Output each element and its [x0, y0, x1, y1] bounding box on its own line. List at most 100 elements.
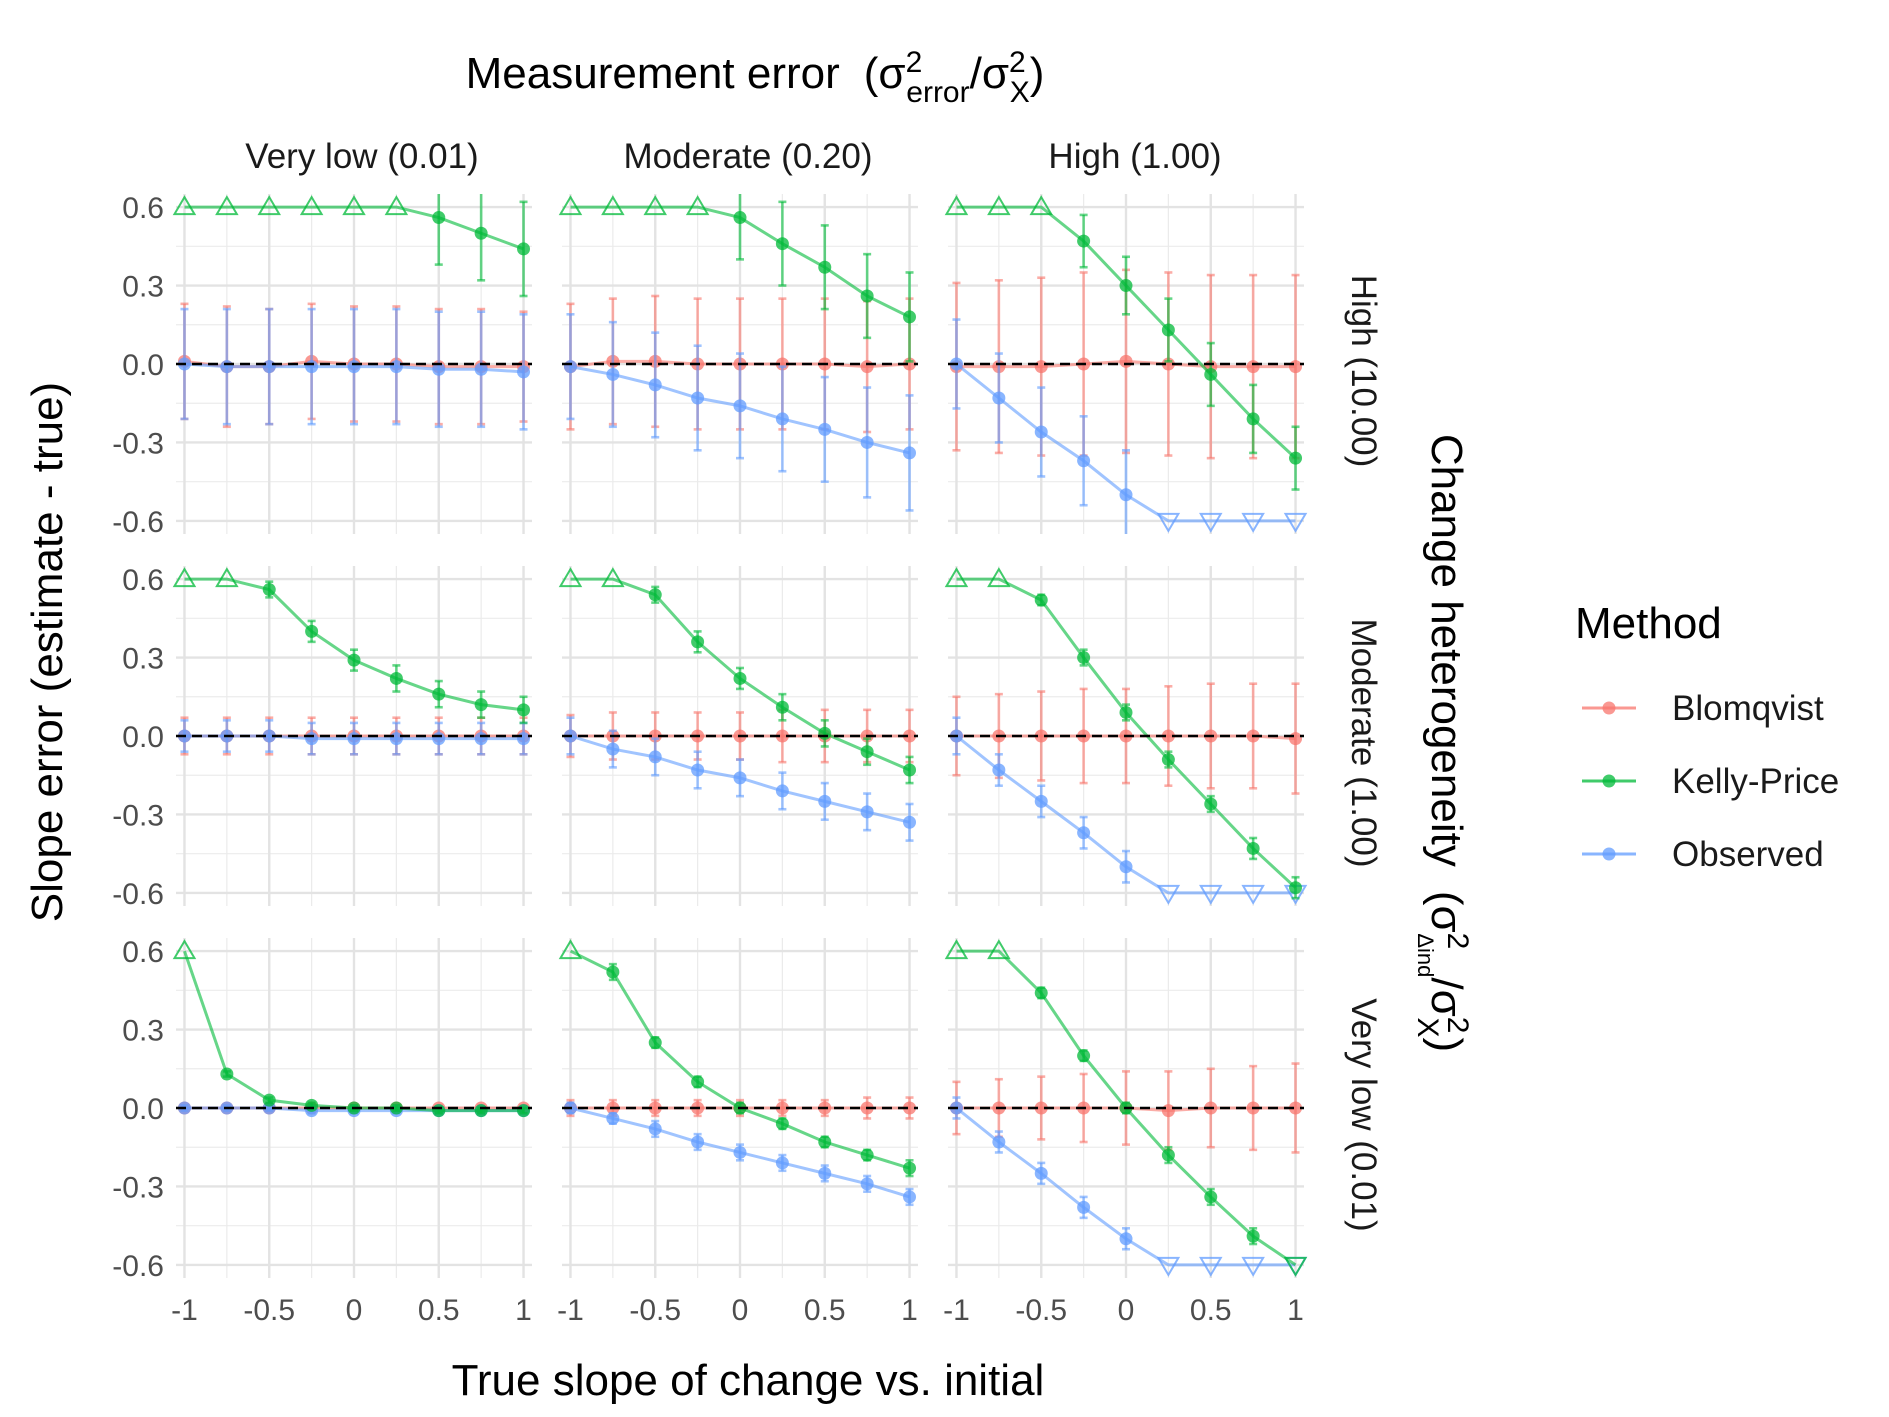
data-point [818, 1135, 832, 1149]
y-tick-label: 0.3 [122, 643, 164, 676]
clipped-point-marker [1199, 512, 1223, 533]
data-point [648, 1101, 662, 1115]
clipped-point-marker [1283, 1256, 1308, 1277]
x-tick-label: 0 [346, 1294, 363, 1327]
legend-item-kelly-price: Kelly-Price [1582, 762, 1839, 801]
y-tick-label: -0.6 [112, 506, 164, 539]
y-tick-label: 0.0 [122, 349, 164, 382]
data-point [818, 260, 832, 274]
series-kelly-price [172, 194, 531, 298]
y-tick-label: -0.6 [112, 878, 164, 911]
data-point [860, 289, 874, 303]
data-point [606, 367, 620, 381]
row-label-high: High (10.00) [1344, 275, 1383, 468]
legend-label-observed: Observed [1672, 835, 1824, 874]
x-tick-label: -0.5 [629, 1294, 681, 1327]
clipped-point-marker [558, 567, 583, 588]
data-point [305, 1098, 319, 1112]
clipped-point-marker [944, 567, 969, 588]
series-line [184, 205, 525, 251]
clipped-point-marker [685, 195, 710, 216]
y-tick-label: 0.3 [122, 271, 164, 304]
y-tick-label: -0.6 [112, 1250, 164, 1283]
clipped-point-marker [172, 567, 197, 588]
x-axis-label: True slope of change vs. initial [452, 1356, 1045, 1405]
x-tick-label: -0.5 [1015, 1294, 1067, 1327]
data-point [517, 242, 531, 256]
panel-2-3 [944, 566, 1308, 906]
data-point [432, 211, 446, 225]
data-point [860, 805, 874, 819]
row-strip-labels: High (10.00) Moderate (1.00) Very low (0… [1344, 275, 1383, 1232]
x-tick-label: 0.5 [418, 1294, 460, 1327]
data-point [432, 1104, 446, 1118]
series-kelly-price [558, 567, 917, 785]
data-point [691, 391, 705, 405]
clipped-point-marker [384, 195, 409, 216]
x-tick-label: -1 [943, 1294, 970, 1327]
series-observed [563, 313, 917, 512]
data-point [1204, 797, 1218, 811]
data-point [1289, 881, 1303, 895]
clipped-point-marker [944, 195, 969, 216]
data-point [1034, 1166, 1048, 1180]
row-label-very-low: Very low (0.01) [1344, 998, 1383, 1231]
y-tick-label: -0.3 [112, 1171, 164, 1204]
data-point [389, 732, 403, 746]
data-point [606, 965, 620, 979]
legend-point-observed [1602, 847, 1616, 861]
data-point [305, 360, 319, 374]
data-point [1246, 841, 1260, 855]
data-point [1034, 360, 1048, 374]
y-tick-label: 0.0 [122, 1093, 164, 1126]
data-point [1077, 454, 1091, 468]
clipped-point-marker [601, 195, 625, 216]
data-point [474, 362, 488, 376]
y-axis-label: Slope error (estimate - true) [23, 382, 72, 922]
clipped-point-marker [172, 195, 197, 216]
data-point [1161, 323, 1175, 337]
data-point [903, 1101, 917, 1115]
legend-item-blomqvist: Blomqvist [1582, 689, 1824, 728]
series-kelly-price [944, 939, 1308, 1277]
data-point [389, 1101, 403, 1115]
data-point [1289, 360, 1303, 374]
data-point [903, 1190, 917, 1204]
right-title-text: Change heterogeneity [1422, 434, 1471, 867]
panel-3-2: -1 -0.5 0 0.5 1 [557, 938, 918, 1327]
clipped-point-marker [987, 567, 1011, 588]
row-label-moderate: Moderate (1.00) [1344, 618, 1383, 867]
legend-label-blomqvist: Blomqvist [1672, 689, 1824, 728]
data-point [691, 763, 705, 777]
data-point [733, 671, 747, 685]
data-point [860, 360, 874, 374]
data-point [1034, 729, 1048, 743]
x-tick-label: 1 [1287, 1294, 1304, 1327]
data-point [1119, 279, 1133, 293]
series-kelly-price [944, 195, 1303, 491]
panel-1-2 [558, 194, 918, 534]
data-point [1289, 1101, 1303, 1115]
data-point [305, 624, 319, 638]
data-point [733, 211, 747, 225]
x-tick-label: -1 [171, 1294, 198, 1327]
data-point [517, 732, 531, 746]
data-point [775, 237, 789, 251]
data-point [818, 726, 832, 740]
data-point [1161, 1148, 1175, 1162]
data-point [648, 1122, 662, 1136]
panel-2-1: -0.6 -0.3 0.0 0.3 0.6 [112, 564, 532, 911]
data-point [1077, 651, 1091, 665]
data-point [818, 422, 832, 436]
x-tick-label: 0.5 [1190, 1294, 1232, 1327]
data-point [1246, 360, 1260, 374]
x-tick-label: 1 [515, 1294, 532, 1327]
clipped-point-marker [1241, 1256, 1265, 1277]
panel-grid: -0.6-0.30.00.30.6-0.6-0.30.00.30.6-0.6-0… [112, 192, 1308, 1327]
right-title: Change heterogeneity(σ2Δind/σ2X) [1411, 434, 1474, 1052]
data-point [1289, 451, 1303, 465]
data-point [474, 698, 488, 712]
data-point [220, 1067, 234, 1081]
data-point [220, 360, 234, 374]
clipped-point-marker [1241, 512, 1265, 533]
